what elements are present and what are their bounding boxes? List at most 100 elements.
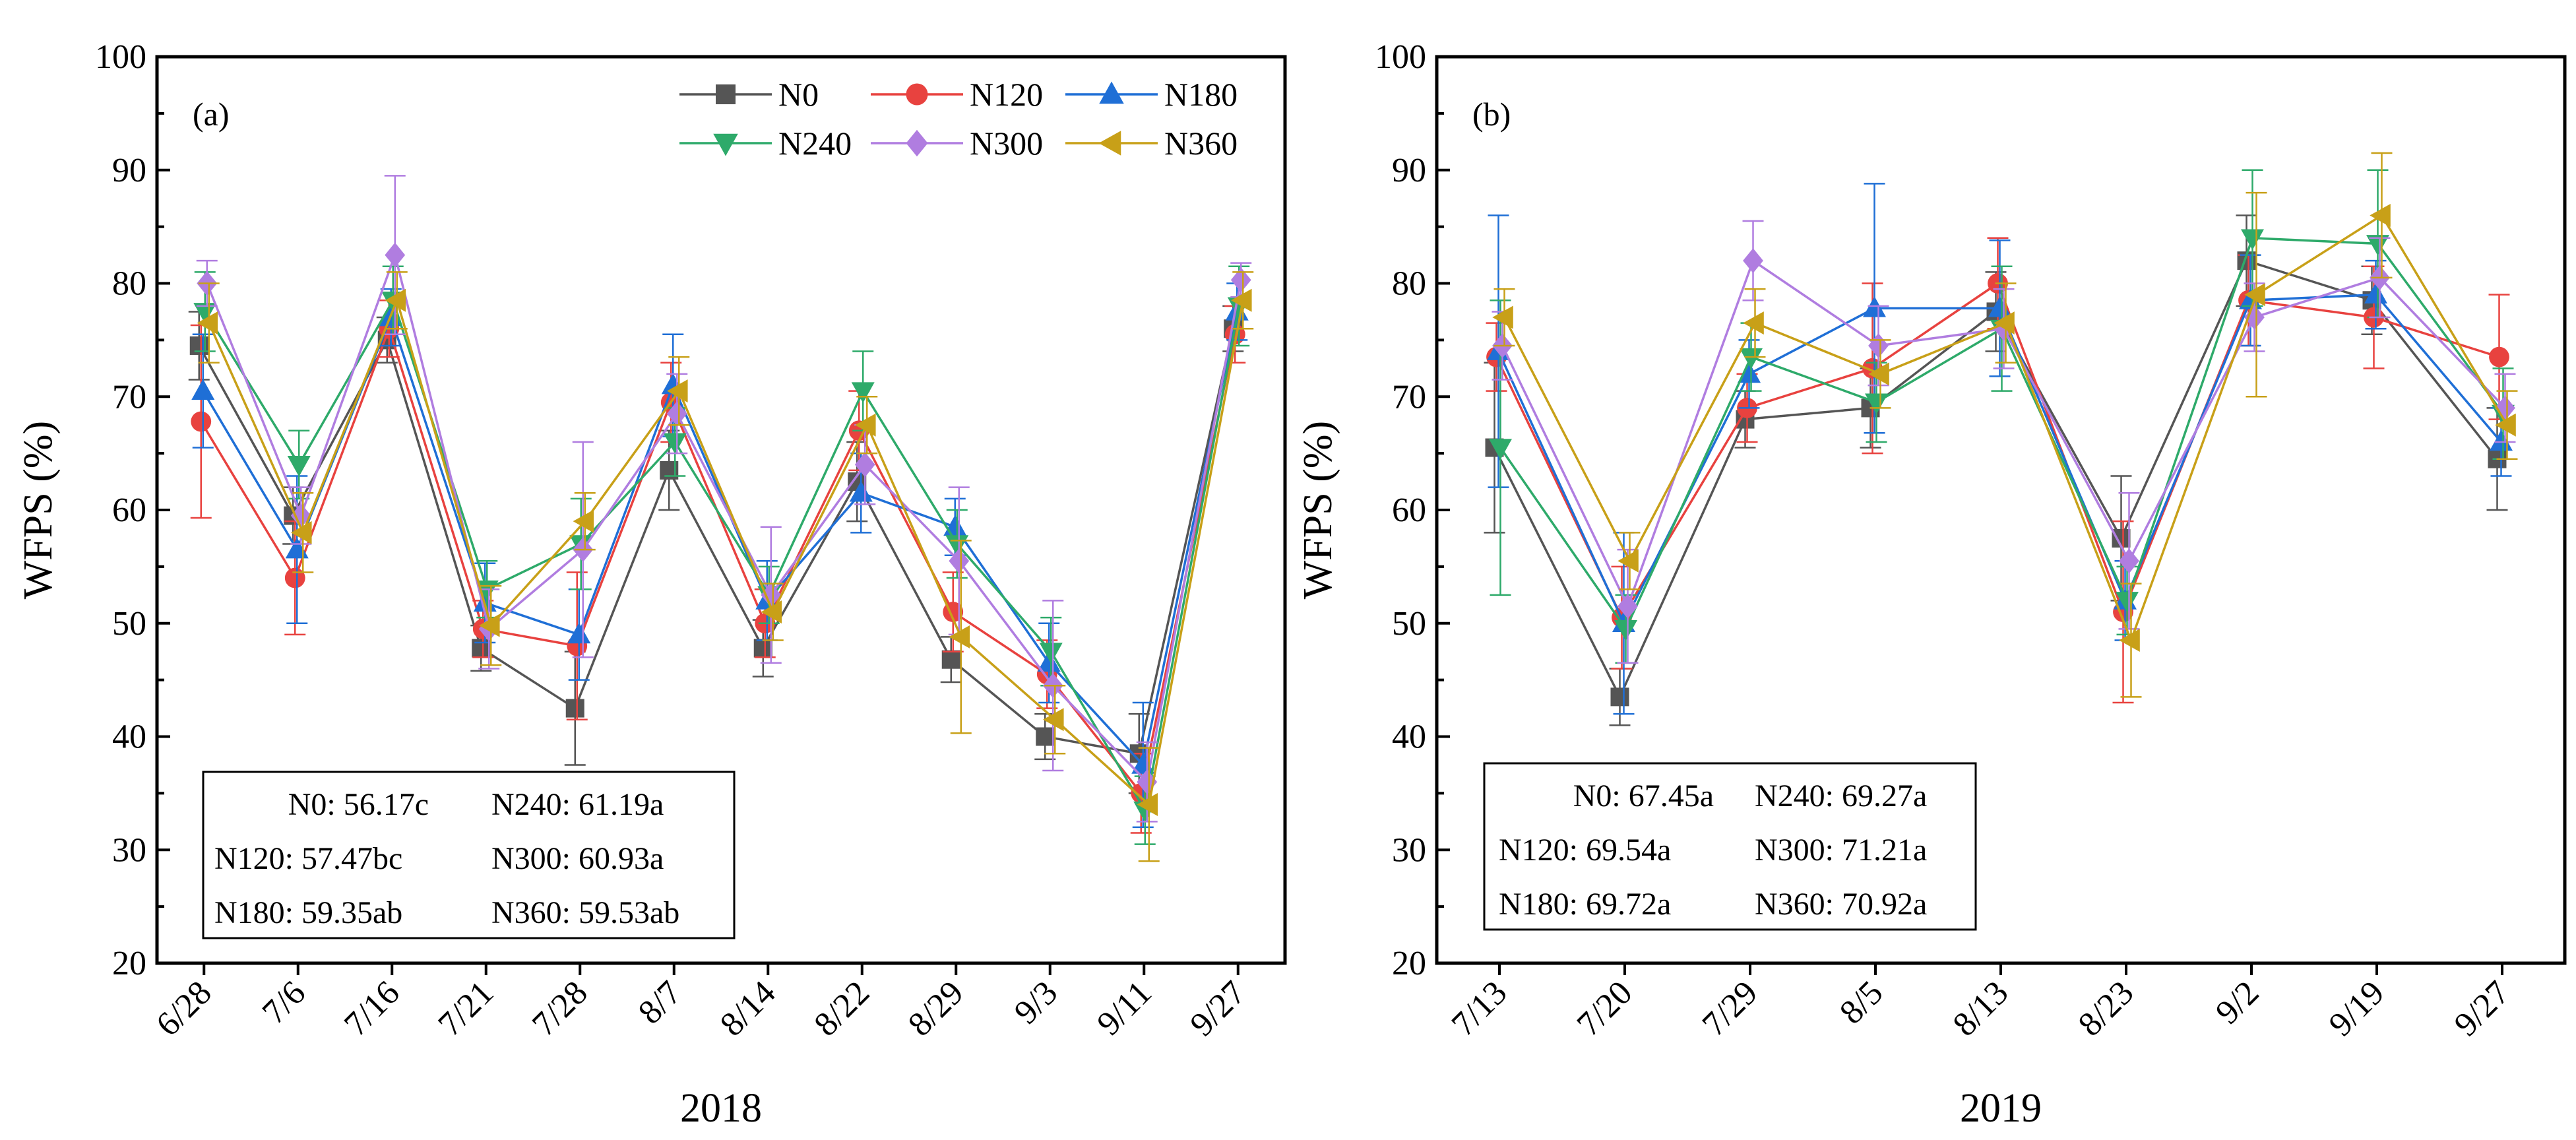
- panel-b-series-N360: [1492, 152, 2518, 698]
- panel-a-ytick-label: 80: [112, 265, 146, 303]
- legend-item-N300: N300: [871, 125, 1043, 162]
- panel-b-x-axis-label: 2019: [1960, 1086, 2042, 1131]
- legend-marker-N360: [1098, 131, 1121, 156]
- panel-a-series-N360: [197, 271, 1254, 862]
- panel-b-xtick-label: 9/27: [2447, 974, 2517, 1044]
- panel-b-y-axis-label: WFPS (%): [1296, 421, 1340, 599]
- data-point-N360: [1618, 549, 1639, 573]
- panel-a-stat-n300: N300: 60.93a: [491, 841, 664, 876]
- data-point-N240: [2366, 235, 2389, 256]
- data-point-N360: [667, 379, 688, 403]
- panel-b-stat-n360: N360: 70.92a: [1755, 887, 1927, 922]
- data-point-N0: [1610, 687, 1629, 707]
- data-point-N360: [1043, 708, 1064, 732]
- data-point-N240: [1740, 348, 1763, 369]
- panel-b-xtick-label: 8/23: [2071, 974, 2141, 1044]
- panel-b-ytick-label: 70: [1392, 378, 1426, 416]
- data-point-N360: [855, 413, 876, 437]
- panel-a-stat-n120: N120: 57.47bc: [214, 841, 402, 876]
- panel-b-xtick-label: 8/13: [1946, 974, 2016, 1044]
- data-point-N300: [2119, 548, 2139, 574]
- series-line-N0: [198, 328, 1234, 755]
- panel-b-xtick-label: 8/5: [1833, 974, 1890, 1031]
- data-point-N300: [290, 503, 311, 528]
- panel-b-label: (b): [1472, 96, 1511, 133]
- panel-a-stat-n0: N0: 56.17c: [288, 787, 429, 822]
- panel-b-series: [1484, 152, 2518, 726]
- panel-a-frame: [155, 55, 1287, 965]
- panel-b-series-N240: [1489, 169, 2515, 664]
- data-point-N240: [1039, 643, 1063, 664]
- legend-label-N0: N0: [778, 76, 819, 113]
- legend-marker-N120: [906, 83, 928, 106]
- panel-b-stats-frame: [1483, 762, 1977, 931]
- data-point-N360: [949, 625, 970, 649]
- series-line-N180: [202, 311, 1238, 768]
- data-point-N360: [2370, 203, 2391, 227]
- panel-b-ytick-label: 40: [1392, 718, 1426, 756]
- series-line-N300: [206, 251, 1242, 784]
- panel-a-stats-frame: [202, 771, 736, 939]
- panel-a-ytick-label: 100: [95, 38, 146, 76]
- panel-a-legend: N0 N120 N180 N240 N300 N360: [679, 76, 1238, 162]
- series-line-N240: [204, 297, 1240, 814]
- data-point-N240: [1614, 620, 1637, 641]
- panel-a-axes: 20 30 40 50 60 70 80 90 100 6/28 7/6 7/16 7/21 7/28 8/…: [95, 38, 1253, 1044]
- panel-a-y-axis-label: WFPS (%): [16, 421, 61, 599]
- data-point-N360: [2495, 413, 2516, 437]
- panel-b-ytick-label: 50: [1392, 605, 1426, 643]
- panel-a-label: (a): [193, 96, 230, 133]
- panel-a-ytick-label: 40: [112, 718, 146, 756]
- data-point-N360: [1868, 362, 1889, 386]
- panel-a-ytick-label: 50: [112, 605, 146, 643]
- panel-b-xtick-label: 9/19: [2322, 974, 2392, 1044]
- panel-a-chart: 20 30 40 50 60 70 80 90 100 6/28 7/6 7/16 7/21 7/28 8/…: [16, 38, 1287, 1131]
- panel-b-stat-n0: N0: 67.45a: [1573, 778, 1714, 813]
- data-point-N300: [949, 548, 970, 574]
- data-point-N360: [479, 614, 500, 637]
- panel-a-xtick-label: 7/28: [525, 974, 595, 1044]
- panel-a-ytick-label: 30: [112, 831, 146, 869]
- panel-a-series: [188, 175, 1254, 862]
- panel-b-chart: 20 30 40 50 60 70 80 90 100 7/13 7/20 7/29 8/5 8/13 8/…: [1296, 38, 2567, 1131]
- data-point-N360: [1137, 793, 1158, 817]
- data-point-N240: [287, 456, 311, 477]
- legend-marker-N0: [716, 84, 736, 104]
- legend-marker-N240: [713, 133, 738, 156]
- data-point-N360: [573, 509, 594, 533]
- panel-b-ytick-label: 30: [1392, 831, 1426, 869]
- data-point-N360: [1231, 288, 1252, 312]
- panel-b-ytick-label: 80: [1392, 265, 1426, 303]
- panel-b-stat-n300: N300: 71.21a: [1755, 833, 1927, 868]
- data-point-N360: [2119, 629, 2140, 652]
- legend-item-N120: N120: [871, 76, 1043, 113]
- data-point-N180: [1037, 650, 1061, 672]
- panel-b-stat-n120: N120: 69.54a: [1499, 833, 1671, 868]
- data-point-N360: [2244, 283, 2265, 307]
- panel-b-series-N300: [1492, 220, 2516, 664]
- data-point-N360: [1743, 311, 1764, 335]
- data-point-N180: [1738, 362, 1761, 383]
- legend-item-N180: N180: [1065, 76, 1238, 113]
- panel-a-xtick-label: 6/28: [149, 974, 219, 1044]
- panel-a-xtick-label: 8/29: [901, 974, 971, 1044]
- data-point-N0: [941, 650, 960, 669]
- panel-b-xtick-label: 7/13: [1445, 974, 1515, 1044]
- panel-a-xtick-label: 8/14: [713, 974, 783, 1044]
- data-point-N0: [1036, 727, 1055, 746]
- panel-b-xtick-label: 9/2: [2209, 974, 2266, 1031]
- panel-a-xtick-label: 7/21: [431, 974, 501, 1044]
- legend-item-N360: N360: [1065, 125, 1238, 162]
- panel-b-series-N180: [1487, 183, 2513, 715]
- data-point-N180: [943, 515, 967, 536]
- legend-label-N360: N360: [1164, 125, 1238, 162]
- panel-a-ytick-label: 60: [112, 491, 146, 529]
- data-point-N120: [2489, 346, 2509, 367]
- data-point-N240: [663, 433, 687, 455]
- panel-a-xtick-label: 9/3: [1007, 974, 1065, 1031]
- data-point-N300: [854, 452, 875, 478]
- data-point-N180: [849, 481, 873, 502]
- panel-a-stats-box: N0: 56.17c N240: 61.19a N120: 57.47bc N3…: [202, 771, 736, 939]
- data-point-N240: [2116, 592, 2139, 613]
